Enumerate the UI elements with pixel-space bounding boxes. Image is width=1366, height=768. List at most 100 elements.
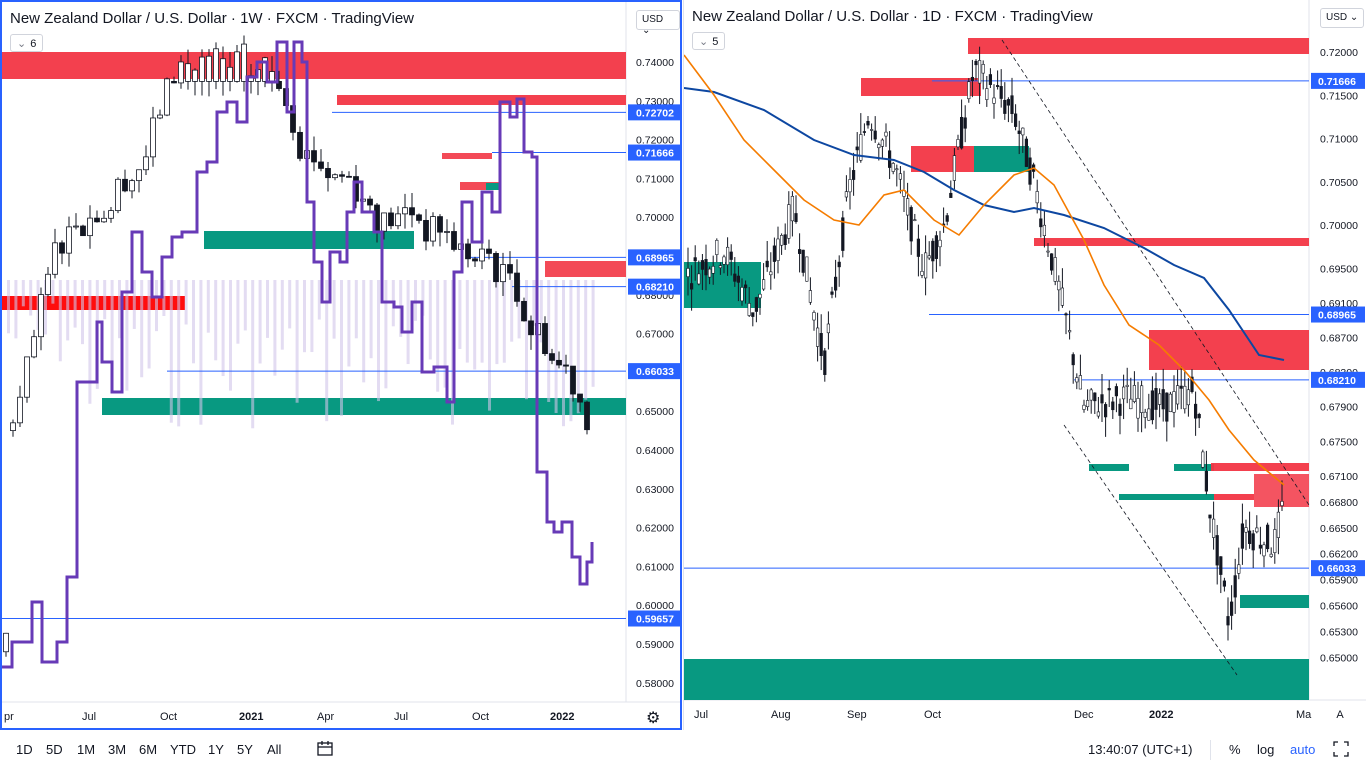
weekly-chart-canvas[interactable]: 0.740000.730000.720000.710000.700000.690… <box>2 2 682 730</box>
daily-chart-pane[interactable]: 0.72000 0.71500 0.71000 0.70500 0.70000 0.695… <box>683 0 1366 730</box>
candle-body <box>192 69 198 82</box>
candle-body <box>1003 100 1007 114</box>
candle-body <box>830 291 834 295</box>
timeframe-ytd-button[interactable]: YTD <box>170 742 196 757</box>
auto-toggle[interactable]: auto <box>1290 742 1316 757</box>
candle-body <box>1197 413 1201 419</box>
weekly-chart-pane[interactable]: 0.740000.730000.720000.710000.700000.690… <box>0 0 682 730</box>
candle-body <box>451 231 457 250</box>
volume-bar <box>554 280 558 414</box>
candle-body <box>500 264 506 283</box>
candle-body <box>213 48 219 82</box>
support-zone <box>684 262 761 308</box>
candle-body <box>1255 527 1259 533</box>
candle-body <box>1064 313 1068 316</box>
volume-bar <box>258 280 262 364</box>
candle-body <box>866 120 870 126</box>
candle-body <box>1244 527 1248 533</box>
resistance-zone <box>2 52 626 79</box>
indicators-toggle[interactable]: ⌄ 6 <box>10 34 44 52</box>
candle-body <box>521 300 527 322</box>
auto-scale-button[interactable]: A <box>1336 709 1344 721</box>
candle-body <box>409 207 415 216</box>
candle-body <box>171 81 177 84</box>
volume-bar <box>81 280 84 345</box>
candle-body <box>1172 391 1176 413</box>
candle-body <box>1125 384 1129 387</box>
candle-body <box>367 198 373 206</box>
candle-body <box>754 297 758 312</box>
daily-chart-canvas[interactable]: 0.72000 0.71500 0.71000 0.70500 0.70000 0.695… <box>684 0 1366 730</box>
candle-body <box>1111 401 1115 411</box>
moving-average-fast <box>684 54 1285 486</box>
candle-body <box>1103 404 1108 418</box>
candle-body <box>729 251 733 260</box>
volume-bar <box>214 280 218 361</box>
candle-body <box>325 168 331 179</box>
candle-body <box>823 350 827 375</box>
candle-body <box>1136 398 1140 419</box>
candle-body <box>1057 280 1061 291</box>
timeframe-1d-button[interactable]: 1D <box>16 742 33 757</box>
candle-body <box>1251 533 1255 551</box>
volume-bar <box>458 280 462 349</box>
log-toggle[interactable]: log <box>1257 742 1275 757</box>
timeframe-3m-button[interactable]: 3M <box>108 742 127 757</box>
candle-body <box>1013 113 1018 127</box>
resistance-zone <box>2 296 185 310</box>
price-tick-label: 0.65900 <box>1320 575 1358 587</box>
timeframe-1y-button[interactable]: 1Y <box>208 742 224 757</box>
candle-body <box>38 294 44 338</box>
volume-bar <box>465 280 469 363</box>
divider <box>1210 740 1211 760</box>
candle-body <box>486 248 492 254</box>
price-label: 0.68965 <box>1318 310 1356 322</box>
date-range-icon[interactable] <box>316 740 334 761</box>
timeframe-1m-button[interactable]: 1M <box>77 742 96 757</box>
volume-bar <box>377 280 380 402</box>
candle-body <box>780 235 784 246</box>
volume-bar <box>591 280 595 387</box>
candle-body <box>136 169 142 182</box>
timeframe-all-button[interactable]: All <box>267 742 282 757</box>
price-tick-label: 0.65300 <box>1320 627 1358 639</box>
volume-bar <box>406 280 410 365</box>
candle-body <box>988 74 993 85</box>
volume-bar <box>317 280 321 320</box>
currency-select[interactable]: USD ⌄ <box>1320 8 1365 28</box>
candle-body <box>848 179 852 193</box>
gear-icon[interactable]: ⚙ <box>646 710 661 727</box>
percent-toggle[interactable]: % <box>1229 742 1241 757</box>
candle-body <box>395 213 401 227</box>
clock-timezone[interactable]: 13:40:07 (UTC+1) <box>1088 742 1193 757</box>
fullscreen-icon[interactable] <box>1333 741 1349 760</box>
volume-bar <box>547 280 551 402</box>
candle-body <box>311 150 317 163</box>
candle-body <box>762 279 766 290</box>
candle-body <box>1024 138 1029 167</box>
candle-body <box>736 275 740 283</box>
candle-body <box>1190 376 1194 393</box>
timeframe-5y-button[interactable]: 5Y <box>237 742 253 757</box>
candle-body <box>542 323 548 355</box>
candle-body <box>143 156 149 171</box>
resistance-zone <box>1034 238 1309 246</box>
price-tick-label: 0.66200 <box>1320 549 1358 561</box>
price-label-box <box>628 249 680 266</box>
candle-body <box>999 86 1003 99</box>
resistance-zone <box>861 78 981 96</box>
volume-bar <box>510 280 514 342</box>
price-tick-label: 0.72000 <box>1320 47 1358 59</box>
timeframe-6m-button[interactable]: 6M <box>139 742 158 757</box>
timeframe-5d-button[interactable]: 5D <box>46 742 63 757</box>
price-label: 0.59657 <box>636 614 674 626</box>
volume-bar <box>177 280 181 427</box>
candle-body <box>269 71 275 82</box>
currency-select[interactable]: USD ⌄ <box>636 10 680 36</box>
candle-body <box>945 215 949 222</box>
indicators-toggle[interactable]: ⌄ 5 <box>692 32 726 50</box>
candle-body <box>297 131 303 159</box>
volume-bar <box>103 280 107 320</box>
candle-body <box>837 261 841 268</box>
candle-body <box>1042 224 1047 237</box>
